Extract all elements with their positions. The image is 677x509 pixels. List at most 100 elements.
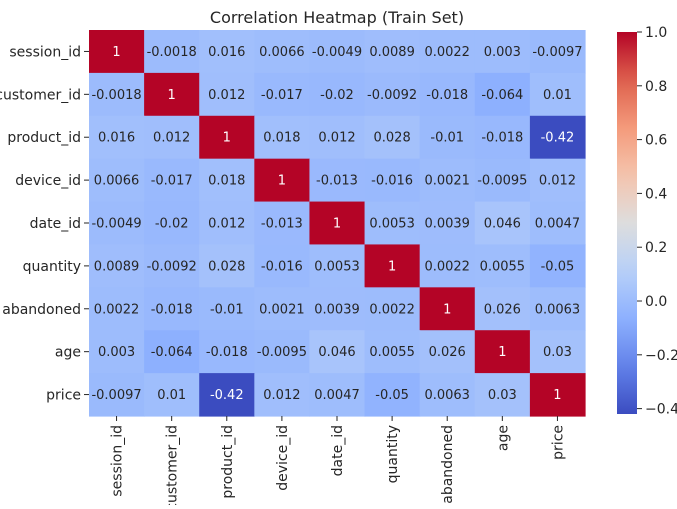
cell-annotation: 0.028 — [374, 131, 411, 146]
heatmap-cell — [254, 72, 311, 117]
heatmap-cell — [529, 330, 586, 374]
heatmap-cell — [529, 287, 586, 331]
heatmap-cell — [254, 115, 311, 160]
heatmap-cell — [89, 115, 145, 160]
heatmap-cell — [309, 158, 366, 203]
column-label: date_id — [330, 425, 346, 476]
cell-annotation: -0.0018 — [91, 88, 141, 103]
heatmap-cell — [529, 158, 586, 203]
colorbar-tick-label: 0.6 — [645, 133, 667, 149]
heatmap-cell — [474, 287, 531, 331]
cell-annotation: -0.05 — [541, 259, 575, 274]
cell-annotation: 0.0022 — [424, 45, 470, 60]
cell-annotation: 1 — [168, 88, 176, 103]
cell-annotation: 0.0089 — [369, 45, 415, 60]
column-labels: session_id customer_id product_id device_id… — [110, 416, 566, 509]
heatmap-cell — [89, 72, 145, 117]
cell-annotation: 1 — [498, 345, 506, 360]
heatmap-cell — [144, 115, 200, 160]
cell-annotation: 0.0066 — [259, 45, 305, 60]
heatmap-cell — [89, 287, 145, 331]
heatmap-cell — [474, 158, 531, 203]
heatmap-cell — [309, 72, 366, 117]
colorbar-tick-label: 0.2 — [645, 240, 667, 256]
cell-annotation: -0.017 — [261, 88, 303, 103]
cell-annotation: 1 — [223, 131, 231, 146]
heatmap-cell — [89, 244, 145, 288]
cell-annotation: 0.016 — [98, 131, 135, 146]
cell-annotation: 0.0047 — [535, 217, 581, 232]
heatmap-cell — [309, 287, 366, 331]
cell-annotation: -0.0018 — [147, 45, 197, 60]
heatmap-cell — [419, 201, 476, 246]
heatmap-cell — [254, 373, 311, 417]
cell-annotation: -0.013 — [316, 174, 358, 189]
heatmap-cell — [199, 373, 255, 417]
cell-annotation: -0.018 — [426, 88, 468, 103]
heatmap-cell — [529, 244, 586, 288]
cell-annotations: 1 -0.0018 0.016 0.0066 -0.0049 0.0089 0.0022 0.… — [91, 45, 582, 403]
cell-annotation: 0.0063 — [535, 302, 581, 317]
heatmap-cell — [309, 115, 366, 160]
heatmap-cell — [199, 201, 255, 246]
row-label: price — [46, 388, 81, 404]
cell-annotation: 1 — [333, 217, 341, 232]
heatmap-cell — [529, 373, 586, 417]
cell-annotation: 0.0055 — [369, 345, 415, 360]
cell-annotation: -0.018 — [481, 131, 523, 146]
column-label: price — [550, 425, 566, 460]
cell-annotation: 0.0022 — [369, 302, 415, 317]
cell-annotation: 0.0039 — [424, 217, 470, 232]
cell-annotation: 1 — [553, 388, 561, 403]
column-label: customer_id — [165, 425, 181, 505]
heatmap-cell — [254, 244, 311, 288]
row-label: abandoned — [2, 302, 81, 318]
cell-annotation: -0.01 — [210, 302, 244, 317]
colorbar-tick-label: −0.4 — [645, 402, 677, 418]
colorbar-gradient — [617, 32, 637, 414]
row-label: age — [55, 345, 81, 361]
cell-annotation: -0.01 — [430, 131, 464, 146]
cell-annotation: 0.0053 — [314, 259, 360, 274]
column-label: product_id — [220, 425, 236, 499]
heatmap-cell — [144, 30, 200, 74]
column-label: session_id — [110, 425, 126, 497]
heatmap-cell — [199, 72, 255, 117]
heatmap-cell — [364, 30, 421, 74]
heatmap-cell — [364, 72, 421, 117]
heatmap-cell — [144, 158, 200, 203]
heatmap-cell — [89, 158, 145, 203]
cell-annotation: 0.046 — [318, 345, 355, 360]
heatmap-cell — [309, 30, 366, 74]
column-label: quantity — [385, 425, 401, 483]
heatmap-cell — [254, 201, 311, 246]
cell-annotation: -0.013 — [261, 217, 303, 232]
cell-annotation: 0.0055 — [480, 259, 526, 274]
cell-annotation: -0.0095 — [257, 345, 307, 360]
cell-annotation: 0.012 — [208, 88, 245, 103]
heatmap-cell — [309, 244, 366, 288]
cell-annotation: -0.0092 — [367, 88, 417, 103]
cell-annotation: 0.0063 — [424, 388, 470, 403]
heatmap-cell — [144, 201, 200, 246]
heatmap-cell — [144, 244, 200, 288]
cell-annotation: 0.0047 — [314, 388, 360, 403]
heatmap-cell — [474, 72, 531, 117]
heatmap-cell — [144, 287, 200, 331]
heatmap-cell — [254, 287, 311, 331]
cell-annotation: 0.026 — [429, 345, 466, 360]
cell-annotation: 0.028 — [208, 259, 245, 274]
cell-annotation: -0.0095 — [477, 174, 527, 189]
cell-annotation: -0.42 — [210, 388, 244, 403]
heatmap-cell — [199, 287, 255, 331]
heatmap-cell — [254, 30, 311, 74]
heatmap-cell — [199, 30, 255, 74]
cell-annotation: 0.0089 — [94, 259, 140, 274]
cell-annotation: 0.01 — [157, 388, 186, 403]
heatmap-cell — [89, 373, 145, 417]
heatmap-cell — [474, 244, 531, 288]
heatmap-cell — [199, 158, 255, 203]
row-label: product_id — [7, 130, 81, 146]
cell-annotation: 1 — [388, 259, 396, 274]
